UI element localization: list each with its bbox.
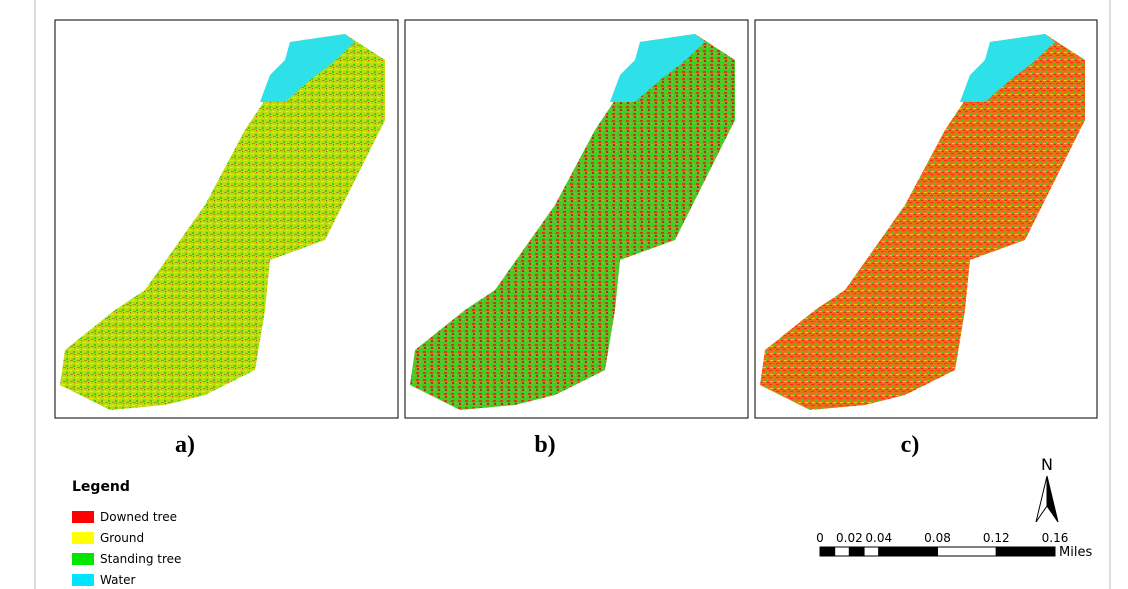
scale-segment bbox=[849, 547, 864, 556]
legend-label: Standing tree bbox=[100, 552, 181, 566]
legend-swatch bbox=[72, 574, 94, 586]
north-label: N bbox=[1041, 455, 1053, 474]
map-panel bbox=[55, 20, 398, 418]
legend: Downed tree Ground Standing tree Water bbox=[72, 510, 181, 587]
scale-tick-label: 0.16 bbox=[1042, 531, 1069, 545]
scale-tick-label: 0 bbox=[816, 531, 824, 545]
legend-swatch bbox=[72, 532, 94, 544]
map-panel bbox=[405, 20, 748, 418]
scale-segment bbox=[996, 547, 1055, 556]
north-arrow: N bbox=[1036, 455, 1058, 522]
legend-title: Legend bbox=[72, 479, 130, 495]
scale-segment bbox=[938, 547, 997, 556]
legend-label: Water bbox=[100, 573, 136, 587]
scale-segment bbox=[879, 547, 938, 556]
panel-label: b) bbox=[534, 432, 555, 458]
panel-label: c) bbox=[901, 432, 920, 458]
map-panel bbox=[755, 20, 1097, 418]
scale-tick-label: 0.04 bbox=[865, 531, 892, 545]
figure: a) b) c) Legend Downed tree Ground Standin… bbox=[0, 0, 1128, 589]
legend-label: Downed tree bbox=[100, 510, 177, 524]
scale-tick-label: 0.02 bbox=[836, 531, 863, 545]
scale-tick-label: 0.08 bbox=[924, 531, 951, 545]
arrow-half bbox=[1047, 476, 1058, 522]
arrow-half bbox=[1036, 476, 1047, 522]
scale-unit: Miles bbox=[1059, 545, 1092, 560]
legend-label: Ground bbox=[100, 531, 144, 545]
scale-segment bbox=[835, 547, 850, 556]
legend-swatch bbox=[72, 553, 94, 565]
scale-segment bbox=[820, 547, 835, 556]
panel-label: a) bbox=[175, 432, 195, 458]
legend-swatch bbox=[72, 511, 94, 523]
scale-segment bbox=[864, 547, 879, 556]
scale-tick-label: 0.12 bbox=[983, 531, 1010, 545]
